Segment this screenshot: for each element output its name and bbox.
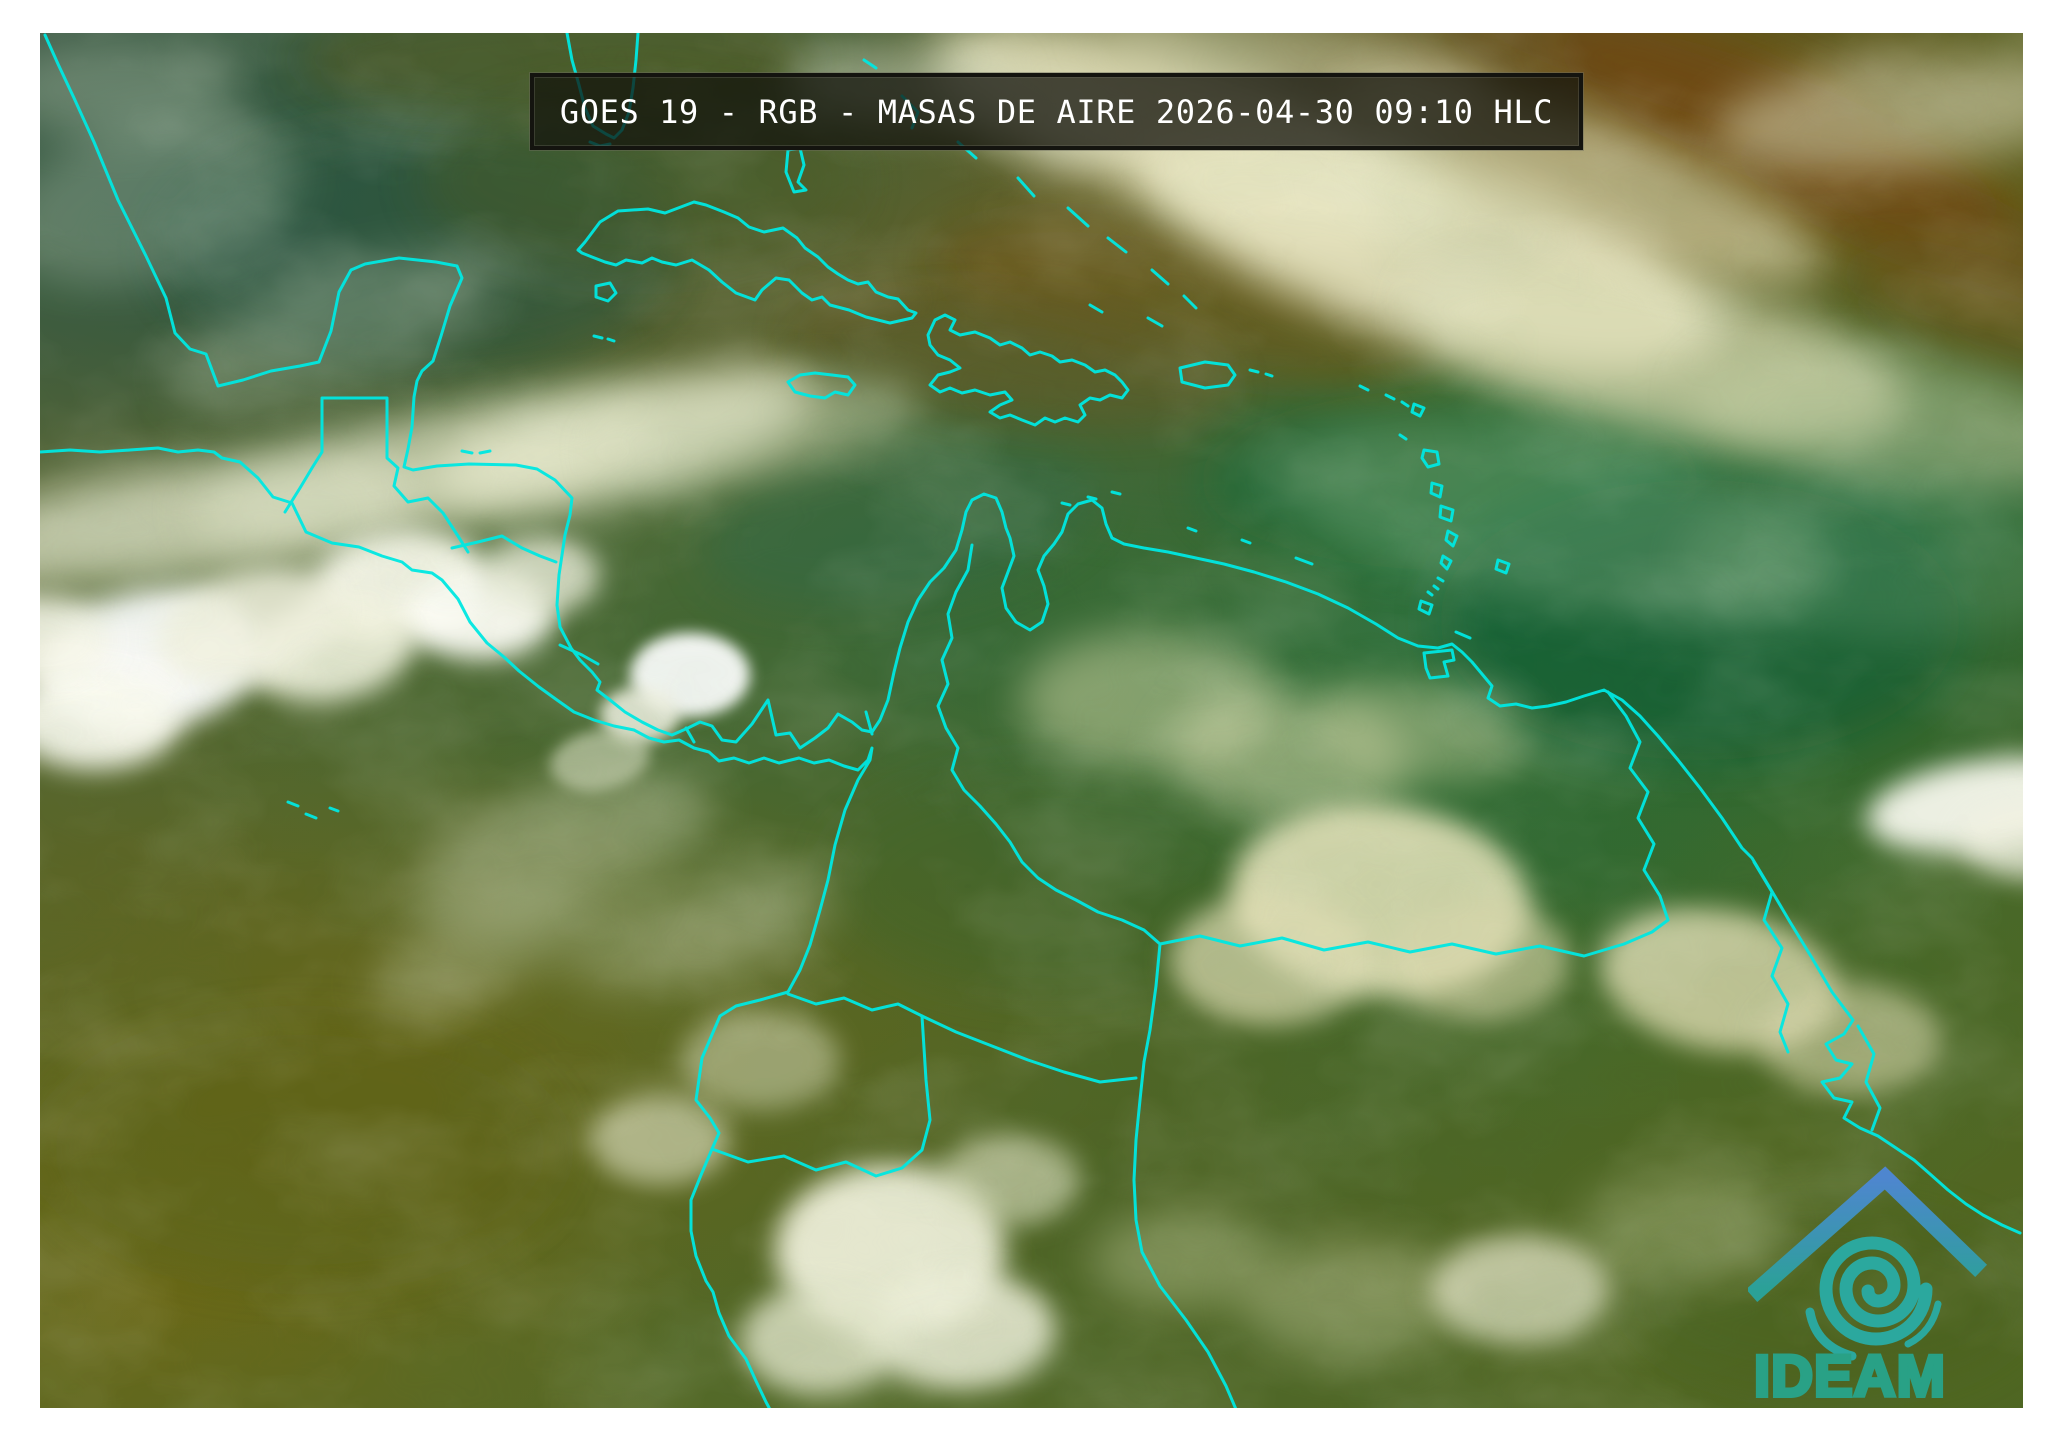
border-nicaragua-costarica bbox=[558, 643, 600, 666]
tobago bbox=[1454, 630, 1472, 640]
virgin-islands bbox=[1248, 368, 1274, 378]
border-ecuador-peru bbox=[710, 1014, 932, 1178]
ideam-logo: IDEAM bbox=[1746, 1164, 1988, 1411]
trinidad bbox=[1422, 648, 1456, 680]
satellite-image bbox=[40, 33, 2023, 1408]
coast-pacific bbox=[40, 446, 874, 1408]
satellite-overlay bbox=[40, 33, 2023, 1408]
border-guatemala bbox=[283, 396, 470, 554]
coast-south-america-north bbox=[870, 492, 2022, 1235]
texture-dark bbox=[40, 33, 2023, 1408]
border-peru-brazil bbox=[1132, 1060, 1238, 1408]
ideam-logo-graphic: IDEAM bbox=[1746, 1166, 1988, 1411]
isla-juventud bbox=[594, 281, 618, 303]
venezuela-islands bbox=[1060, 490, 1314, 566]
lesser-antilles bbox=[1358, 384, 1511, 616]
coast-gulf-yucatan bbox=[43, 33, 874, 750]
border-suriname-frenchguiana bbox=[1856, 1024, 1882, 1132]
ideam-logo-text: IDEAM bbox=[1754, 1344, 1946, 1409]
cayman-islands bbox=[592, 334, 616, 343]
coast-cuba bbox=[576, 200, 918, 325]
coastline-overlay bbox=[40, 33, 2022, 1408]
border-colombia-peru bbox=[920, 1014, 1138, 1084]
border-guyana-suriname bbox=[1752, 860, 1790, 1054]
mountain-icon bbox=[1746, 1166, 1988, 1302]
border-honduras-nicaragua bbox=[450, 534, 558, 564]
bay-islands bbox=[460, 449, 492, 455]
border-panama-colombia bbox=[864, 710, 874, 736]
coast-puerto-rico bbox=[1178, 360, 1237, 390]
border-venezuela-guyana bbox=[1606, 690, 1670, 922]
title-bar: GOES 19 - RGB - MASAS DE AIRE 2026-04-30… bbox=[530, 73, 1583, 150]
hurricane-spiral-icon bbox=[1805, 1236, 1942, 1361]
title-text: GOES 19 - RGB - MASAS DE AIRE 2026-04-30… bbox=[559, 92, 1554, 131]
coast-hispaniola bbox=[926, 313, 1130, 427]
border-colombia-brazil bbox=[1142, 942, 1162, 1064]
pacific-islets bbox=[286, 800, 340, 820]
coast-jamaica bbox=[786, 371, 857, 400]
border-venezuela-brazil bbox=[1158, 918, 1670, 958]
border-colombia-venezuela bbox=[936, 543, 1162, 946]
border-costarica-panama bbox=[684, 726, 696, 744]
border-colombia-ecuador bbox=[786, 992, 924, 1018]
